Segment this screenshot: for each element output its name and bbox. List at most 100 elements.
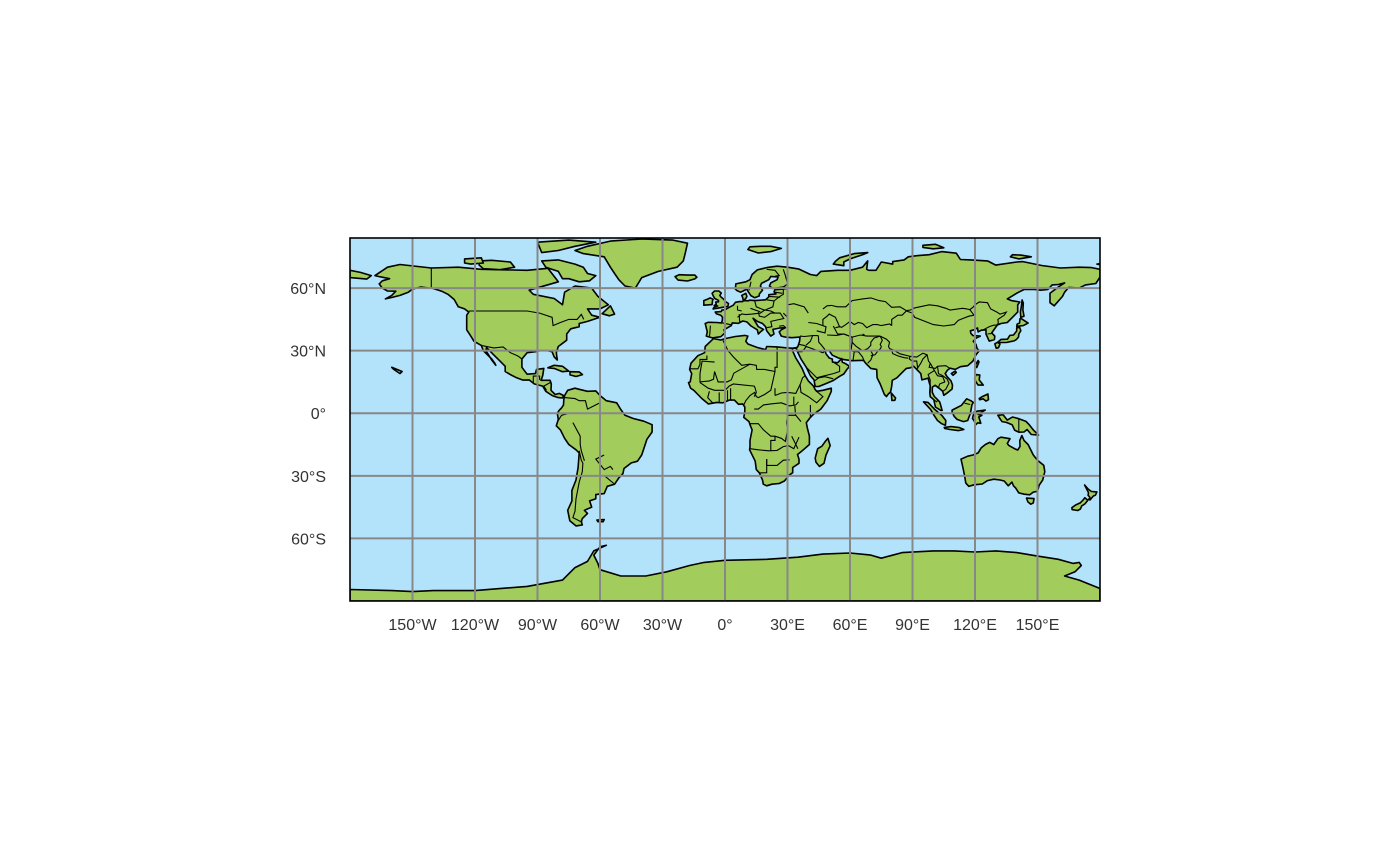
lon-label-60e: 60°E — [833, 617, 868, 634]
land-new-zealand-south — [1071, 496, 1089, 512]
land-chukotka-west — [350, 269, 373, 280]
country-border — [862, 333, 865, 336]
land-japan-kyushu — [994, 341, 1001, 349]
land-new-guinea — [997, 413, 1040, 436]
land-severnaya-zemlya — [922, 243, 945, 250]
country-border — [754, 401, 799, 410]
land-europe-asia — [687, 250, 1100, 487]
land-new-siberian-islands — [1009, 253, 1033, 260]
country-border — [743, 371, 776, 406]
lon-label-30e: 30°E — [770, 617, 805, 634]
country-border — [817, 335, 826, 350]
country-border — [749, 436, 800, 452]
country-border — [689, 355, 708, 370]
country-border — [759, 459, 768, 474]
land-newfoundland — [601, 305, 616, 317]
land-mindanao — [978, 393, 990, 402]
lon-label-30w: 30°W — [643, 617, 683, 634]
country-border — [839, 320, 893, 329]
graticule — [350, 238, 1100, 601]
country-border — [594, 454, 614, 471]
country-border — [707, 391, 713, 404]
country-border — [832, 325, 853, 338]
country-border — [722, 339, 778, 373]
land-svalbard — [747, 245, 783, 254]
land-japan-honshu — [996, 326, 1022, 344]
land-tasmania — [1025, 497, 1035, 505]
land-baffin-island — [540, 259, 597, 283]
country-border — [754, 299, 775, 311]
lon-label-90e: 90°E — [895, 617, 930, 634]
country-border — [564, 397, 601, 410]
land-hainan — [950, 370, 958, 377]
land-novaya-zemlya — [832, 251, 869, 267]
country-border — [791, 435, 799, 449]
country-border — [805, 335, 814, 346]
map-frame — [349, 237, 1101, 602]
land-ireland — [703, 297, 714, 306]
lon-label-120w: 120°W — [451, 617, 500, 634]
country-border — [779, 325, 786, 328]
country-border — [532, 375, 541, 383]
country-border — [736, 305, 742, 312]
land-japan-hokkaido — [1015, 317, 1029, 328]
country-border — [543, 381, 552, 391]
country-border — [774, 291, 783, 294]
land-hawaii — [390, 366, 403, 375]
country-border — [906, 309, 975, 327]
lat-label-60s: 60°S — [291, 531, 326, 548]
land-north-america — [374, 263, 610, 399]
country-border — [738, 314, 741, 323]
lon-label-150w: 150°W — [388, 617, 437, 634]
country-border — [936, 366, 950, 392]
lon-label-150e: 150°E — [1016, 617, 1060, 634]
country-border — [933, 399, 938, 403]
country-border — [699, 360, 751, 383]
land-sakhalin — [1019, 299, 1025, 319]
lon-label-0: 0° — [717, 617, 732, 634]
land-sri-lanka — [890, 392, 897, 402]
country-border — [879, 335, 950, 369]
lon-label-60w: 60°W — [580, 617, 620, 634]
country-border — [854, 351, 866, 363]
country-border — [964, 402, 971, 406]
country-border — [773, 289, 784, 302]
lat-label-equator: 0° — [311, 406, 326, 423]
country-border — [750, 307, 761, 313]
land-taiwan — [974, 359, 980, 369]
lat-label-60n: 60°N — [290, 281, 326, 298]
country-border — [822, 297, 907, 312]
country-border — [708, 325, 711, 337]
lat-label-30n: 30°N — [290, 344, 326, 361]
country-border — [768, 295, 781, 298]
country-border — [572, 450, 584, 523]
land-hispaniola — [569, 370, 584, 378]
land-australia — [960, 434, 1046, 496]
land-new-zealand-north — [1083, 484, 1098, 501]
country-border — [757, 311, 785, 329]
country-border — [916, 354, 928, 370]
country-border — [808, 321, 827, 334]
land-south-america — [555, 387, 653, 527]
country-border — [699, 382, 757, 397]
country-border — [572, 422, 585, 461]
lon-label-120e: 120°E — [953, 617, 997, 634]
country-border — [737, 309, 776, 318]
country-border — [867, 350, 874, 364]
country-border — [814, 376, 834, 382]
land-madagascar — [814, 437, 831, 468]
country-border — [770, 436, 776, 451]
land-cuba — [547, 364, 570, 373]
country-border — [799, 335, 819, 338]
land-victoria-island — [478, 259, 516, 271]
country-border — [906, 301, 1008, 326]
country-border — [468, 310, 585, 327]
country-border — [933, 370, 946, 388]
country-borders — [430, 268, 1020, 523]
country-border — [851, 334, 881, 338]
land-banks-island — [463, 257, 485, 265]
country-border — [870, 335, 883, 357]
country-border — [891, 350, 909, 359]
country-border — [766, 268, 781, 277]
